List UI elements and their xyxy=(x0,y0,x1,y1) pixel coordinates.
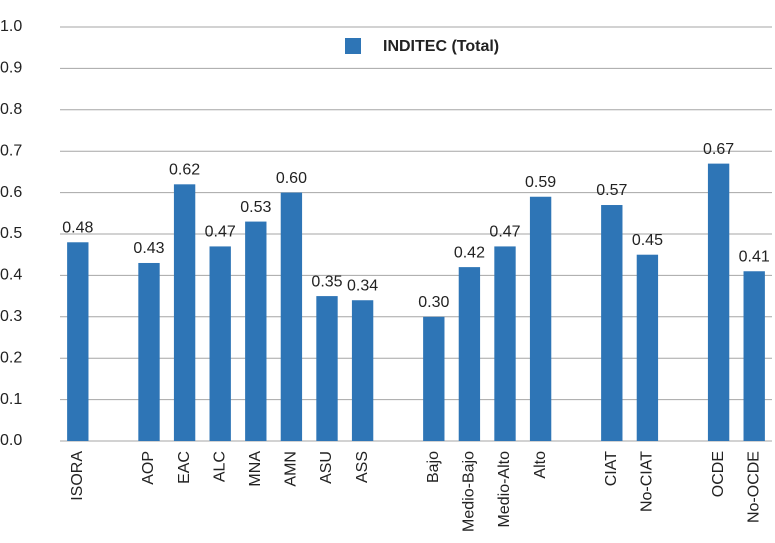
data-label: 0.67 xyxy=(703,141,734,158)
bar xyxy=(494,246,516,441)
y-tick-label: 0.4 xyxy=(0,267,22,284)
bar xyxy=(316,296,338,441)
bar xyxy=(209,246,231,441)
x-tick-label: MNA xyxy=(247,451,264,487)
y-tick-label: 0.7 xyxy=(0,142,22,159)
bar xyxy=(636,254,659,441)
bar xyxy=(601,205,623,441)
x-tick-label: AMN xyxy=(283,451,300,487)
data-label: 0.45 xyxy=(632,232,663,249)
data-label: 0.34 xyxy=(347,277,378,294)
data-label: 0.47 xyxy=(205,224,236,241)
y-tick-label: 0.2 xyxy=(0,349,22,366)
bar xyxy=(245,221,267,441)
data-label: 0.53 xyxy=(240,199,271,216)
data-label: 0.62 xyxy=(169,162,200,179)
data-label: 0.30 xyxy=(418,294,449,311)
y-tick-label: 0.1 xyxy=(0,391,22,408)
bar xyxy=(67,242,89,441)
x-tick-label: No-OCDE xyxy=(745,451,762,523)
data-label: 0.60 xyxy=(276,170,307,187)
x-tick-label: Medio-Bajo xyxy=(461,451,478,532)
x-tick-label: AOP xyxy=(140,451,157,485)
y-tick-label: 0.6 xyxy=(0,184,22,201)
x-tick-label: ALC xyxy=(211,451,228,482)
y-tick-label: 0.8 xyxy=(0,101,22,118)
x-tick-label: EAC xyxy=(176,451,193,484)
bar xyxy=(743,271,765,441)
data-label: 0.42 xyxy=(454,244,485,261)
bar xyxy=(458,267,481,441)
legend-swatch xyxy=(345,38,361,54)
y-tick-label: 1.0 xyxy=(0,18,22,35)
data-label: 0.41 xyxy=(739,248,770,265)
y-tick-label: 0.3 xyxy=(0,308,22,325)
x-tick-label: Alto xyxy=(532,451,549,479)
x-tick-label: ISORA xyxy=(69,451,86,501)
bar xyxy=(423,316,445,441)
y-tick-label: 0.5 xyxy=(0,225,22,242)
x-tick-label: ASU xyxy=(318,451,335,484)
x-tick-label: No-CIAT xyxy=(639,451,656,512)
y-tick-label: 0.0 xyxy=(0,432,22,449)
data-label: 0.57 xyxy=(596,182,627,199)
data-label: 0.59 xyxy=(525,174,556,191)
bar xyxy=(173,184,196,441)
x-tick-label: OCDE xyxy=(710,451,727,497)
data-label: 0.47 xyxy=(489,224,520,241)
bar xyxy=(280,192,303,441)
bar xyxy=(529,196,552,441)
data-label: 0.48 xyxy=(62,219,93,236)
bar xyxy=(351,300,374,441)
bar xyxy=(707,163,730,441)
bar xyxy=(138,262,160,441)
data-label: 0.35 xyxy=(311,273,342,290)
x-tick-label: Medio-Alto xyxy=(496,451,513,528)
x-tick-label: CIAT xyxy=(603,451,620,486)
y-tick-label: 0.9 xyxy=(0,60,22,77)
x-tick-label: ASS xyxy=(354,451,371,483)
data-label: 0.43 xyxy=(133,240,164,257)
legend-label: INDITEC (Total) xyxy=(383,38,499,55)
x-tick-label: Bajo xyxy=(425,451,442,483)
